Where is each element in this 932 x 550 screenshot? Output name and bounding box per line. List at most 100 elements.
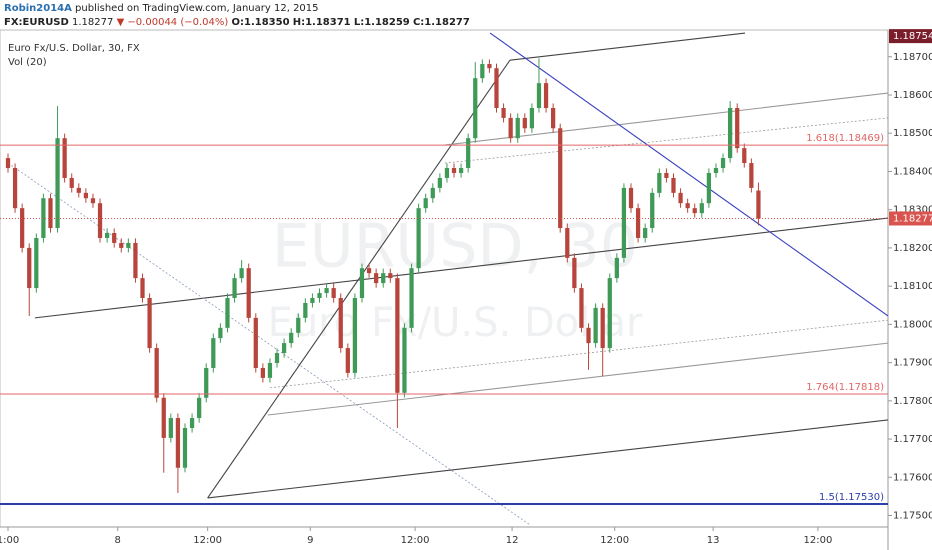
candle-body: [388, 273, 393, 279]
header: Robin2014A published on TradingView.com,…: [4, 2, 470, 30]
y-tick-label: 1.18300: [893, 205, 932, 216]
candle-body: [168, 418, 173, 438]
candle-body: [303, 302, 308, 318]
candle-body: [281, 343, 287, 354]
fib-label: 1.5(1.17530): [819, 492, 884, 503]
price: 1.18277: [72, 17, 114, 28]
candle-body: [62, 138, 67, 178]
candle-body: [338, 297, 343, 349]
candle-body: [473, 78, 478, 139]
candle-body: [140, 278, 145, 298]
x-tick-label: 12:00: [600, 535, 629, 546]
candle-body: [565, 228, 570, 258]
candle-body: [494, 68, 499, 108]
candle-body: [423, 198, 428, 209]
x-tick-label: 13: [707, 535, 720, 546]
candle-body: [267, 362, 273, 378]
price-label: 1.18277: [893, 213, 932, 224]
candle-body: [551, 107, 556, 129]
candle-body: [225, 297, 230, 328]
candle-body: [487, 64, 492, 69]
candle-body: [466, 138, 471, 169]
candle-body: [246, 268, 251, 318]
candle-body: [126, 242, 131, 248]
candle-body: [607, 278, 612, 349]
candle-body: [232, 278, 237, 298]
candle-body: [628, 187, 634, 209]
candle-body: [20, 208, 25, 248]
trend-line: [509, 32, 746, 61]
candle-body: [728, 107, 733, 159]
price-label-box: [889, 29, 932, 44]
candle-body: [55, 138, 60, 229]
published: published on TradingView.com, January 12…: [75, 3, 319, 14]
y-tick-label: 1.18600: [893, 90, 932, 101]
candle-body: [458, 168, 464, 173]
candle-body: [430, 187, 435, 199]
watermark: EURUSD, 30: [272, 212, 638, 282]
candle-body: [685, 203, 690, 209]
candle-body: [83, 192, 88, 199]
candle-body: [189, 418, 195, 428]
candle-body: [536, 83, 542, 108]
candle-body: [161, 397, 166, 438]
y-tick-label: 1.18000: [893, 319, 932, 330]
candle-body: [12, 168, 18, 209]
candle-body: [97, 203, 103, 238]
price-label: 1.18754: [893, 31, 932, 42]
y-tick-label: 1.17500: [893, 511, 932, 522]
ohlc: H:1.18371: [292, 17, 351, 28]
candle-body: [593, 307, 598, 344]
candle-body: [204, 367, 209, 398]
x-tick-label: 12:00: [193, 535, 222, 546]
candle-body: [374, 273, 379, 284]
candle-body: [614, 257, 619, 279]
candle-body: [331, 288, 336, 298]
candle-body: [289, 332, 294, 344]
candle-body: [324, 288, 329, 294]
candle-body: [699, 203, 704, 214]
candle-body: [154, 348, 159, 398]
candle-body: [508, 117, 513, 139]
candle-body: [579, 288, 584, 328]
candle-body: [359, 268, 365, 298]
y-tick-label: 1.17900: [893, 358, 932, 369]
candle-body: [274, 353, 280, 363]
trend-line: [207, 419, 888, 499]
plot-area: [0, 29, 889, 528]
candle-body: [720, 158, 726, 169]
candle-body: [133, 242, 138, 279]
x-tick-label: 1:00: [0, 535, 19, 546]
candle-body: [402, 327, 407, 393]
x-tick-label: 8: [115, 535, 121, 546]
ohlc: O:1.18350: [231, 17, 290, 28]
author[interactable]: Robin2014A: [4, 3, 72, 14]
candle-body: [480, 64, 485, 79]
candle-body: [112, 233, 117, 243]
candle-body: [197, 397, 202, 419]
candle-body: [41, 198, 46, 238]
trend-line: [489, 32, 888, 317]
candle-body: [345, 348, 350, 373]
ohlc: C:1.18277: [412, 17, 470, 28]
candle-body: [211, 338, 216, 368]
candle-body: [69, 177, 74, 188]
candle-body: [175, 418, 181, 468]
candle-body: [522, 117, 527, 129]
candle-body: [650, 192, 655, 229]
indicator-label: Vol (20): [8, 57, 47, 68]
candle-body: [310, 297, 315, 303]
ohlc: L:1.18259: [353, 17, 410, 28]
y-tick-label: 1.17800: [893, 396, 932, 407]
candle-body: [76, 187, 81, 193]
candle-body: [664, 172, 669, 178]
candle-body: [515, 117, 520, 139]
y-tick-label: 1.18500: [893, 128, 932, 139]
candle-body: [296, 317, 301, 333]
candle-body: [706, 172, 712, 204]
x-tick-label: 12:00: [803, 535, 832, 546]
candle-body: [381, 273, 386, 284]
candle-body: [586, 327, 591, 344]
